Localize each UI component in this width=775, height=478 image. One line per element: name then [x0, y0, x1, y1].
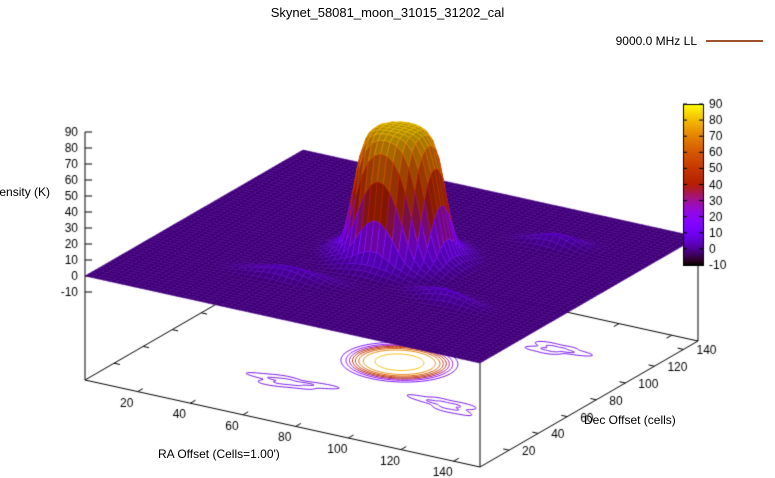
legend-line-sample: [706, 40, 763, 42]
chart-title: Skynet_58081_moon_31015_31202_cal: [270, 5, 505, 20]
y-axis-label: Dec Offset (cells): [584, 413, 676, 427]
legend: 9000.0 MHz LL: [616, 34, 763, 48]
x-axis-label: RA Offset (Cells=1.00'): [158, 447, 280, 461]
legend-label: 9000.0 MHz LL: [615, 34, 697, 48]
z-axis-label: Intensity (K): [0, 185, 51, 199]
